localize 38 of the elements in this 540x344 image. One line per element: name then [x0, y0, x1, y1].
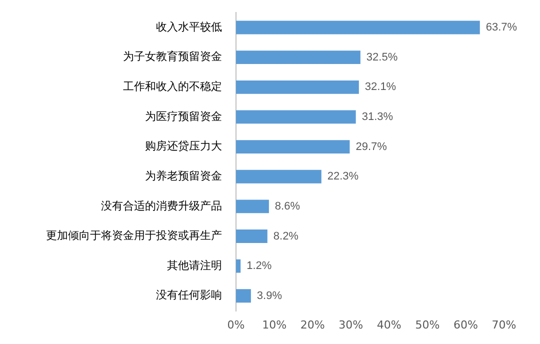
bar — [236, 200, 269, 214]
y-tick-label: 没有合适的消费升级产品 — [101, 199, 222, 212]
bar — [236, 289, 251, 303]
y-tick-label: 为养老预留资金 — [145, 169, 222, 182]
bar — [236, 80, 359, 94]
x-tick-label: 40% — [376, 318, 402, 332]
x-tick-label: 70% — [492, 318, 516, 332]
y-tick-label: 工作和收入的不稳定 — [123, 80, 222, 94]
x-tick-label: 20% — [300, 318, 325, 332]
bar — [236, 259, 241, 273]
x-tick-label: 30% — [338, 318, 364, 332]
data-label: 32.1% — [364, 81, 396, 94]
x-tick-label: 50% — [415, 318, 440, 332]
y-tick-label: 为医疗预留资金 — [145, 110, 222, 123]
bar — [236, 20, 480, 34]
bar — [236, 110, 356, 124]
x-tick-label: 10% — [262, 318, 287, 332]
x-tick-label: 60% — [453, 318, 478, 332]
y-tick-label: 为子女教育预留资金 — [123, 50, 222, 64]
y-tick-label: 购房还贷压力大 — [145, 140, 222, 153]
y-tick-label: 更加倾向于将资金用于投资或再生产 — [46, 229, 222, 242]
data-label: 22.3% — [327, 170, 359, 183]
y-tick-label: 收入水平较低 — [156, 20, 222, 34]
data-label: 8.6% — [274, 200, 300, 212]
data-label: 32.5% — [366, 51, 398, 64]
data-label: 8.2% — [273, 230, 299, 242]
bar — [236, 230, 268, 243]
bar — [236, 50, 360, 64]
bar — [236, 140, 350, 154]
bar — [236, 170, 322, 184]
data-label: 29.7% — [356, 140, 388, 153]
data-label: 31.3% — [362, 111, 394, 123]
data-label: 63.7% — [486, 22, 518, 34]
y-tick-label: 没有任何影响 — [156, 288, 222, 302]
y-tick-label: 其他请注明 — [167, 258, 222, 272]
data-label: 3.9% — [256, 290, 282, 302]
x-tick-label: 0% — [227, 318, 245, 332]
data-label: 1.2% — [246, 260, 272, 272]
